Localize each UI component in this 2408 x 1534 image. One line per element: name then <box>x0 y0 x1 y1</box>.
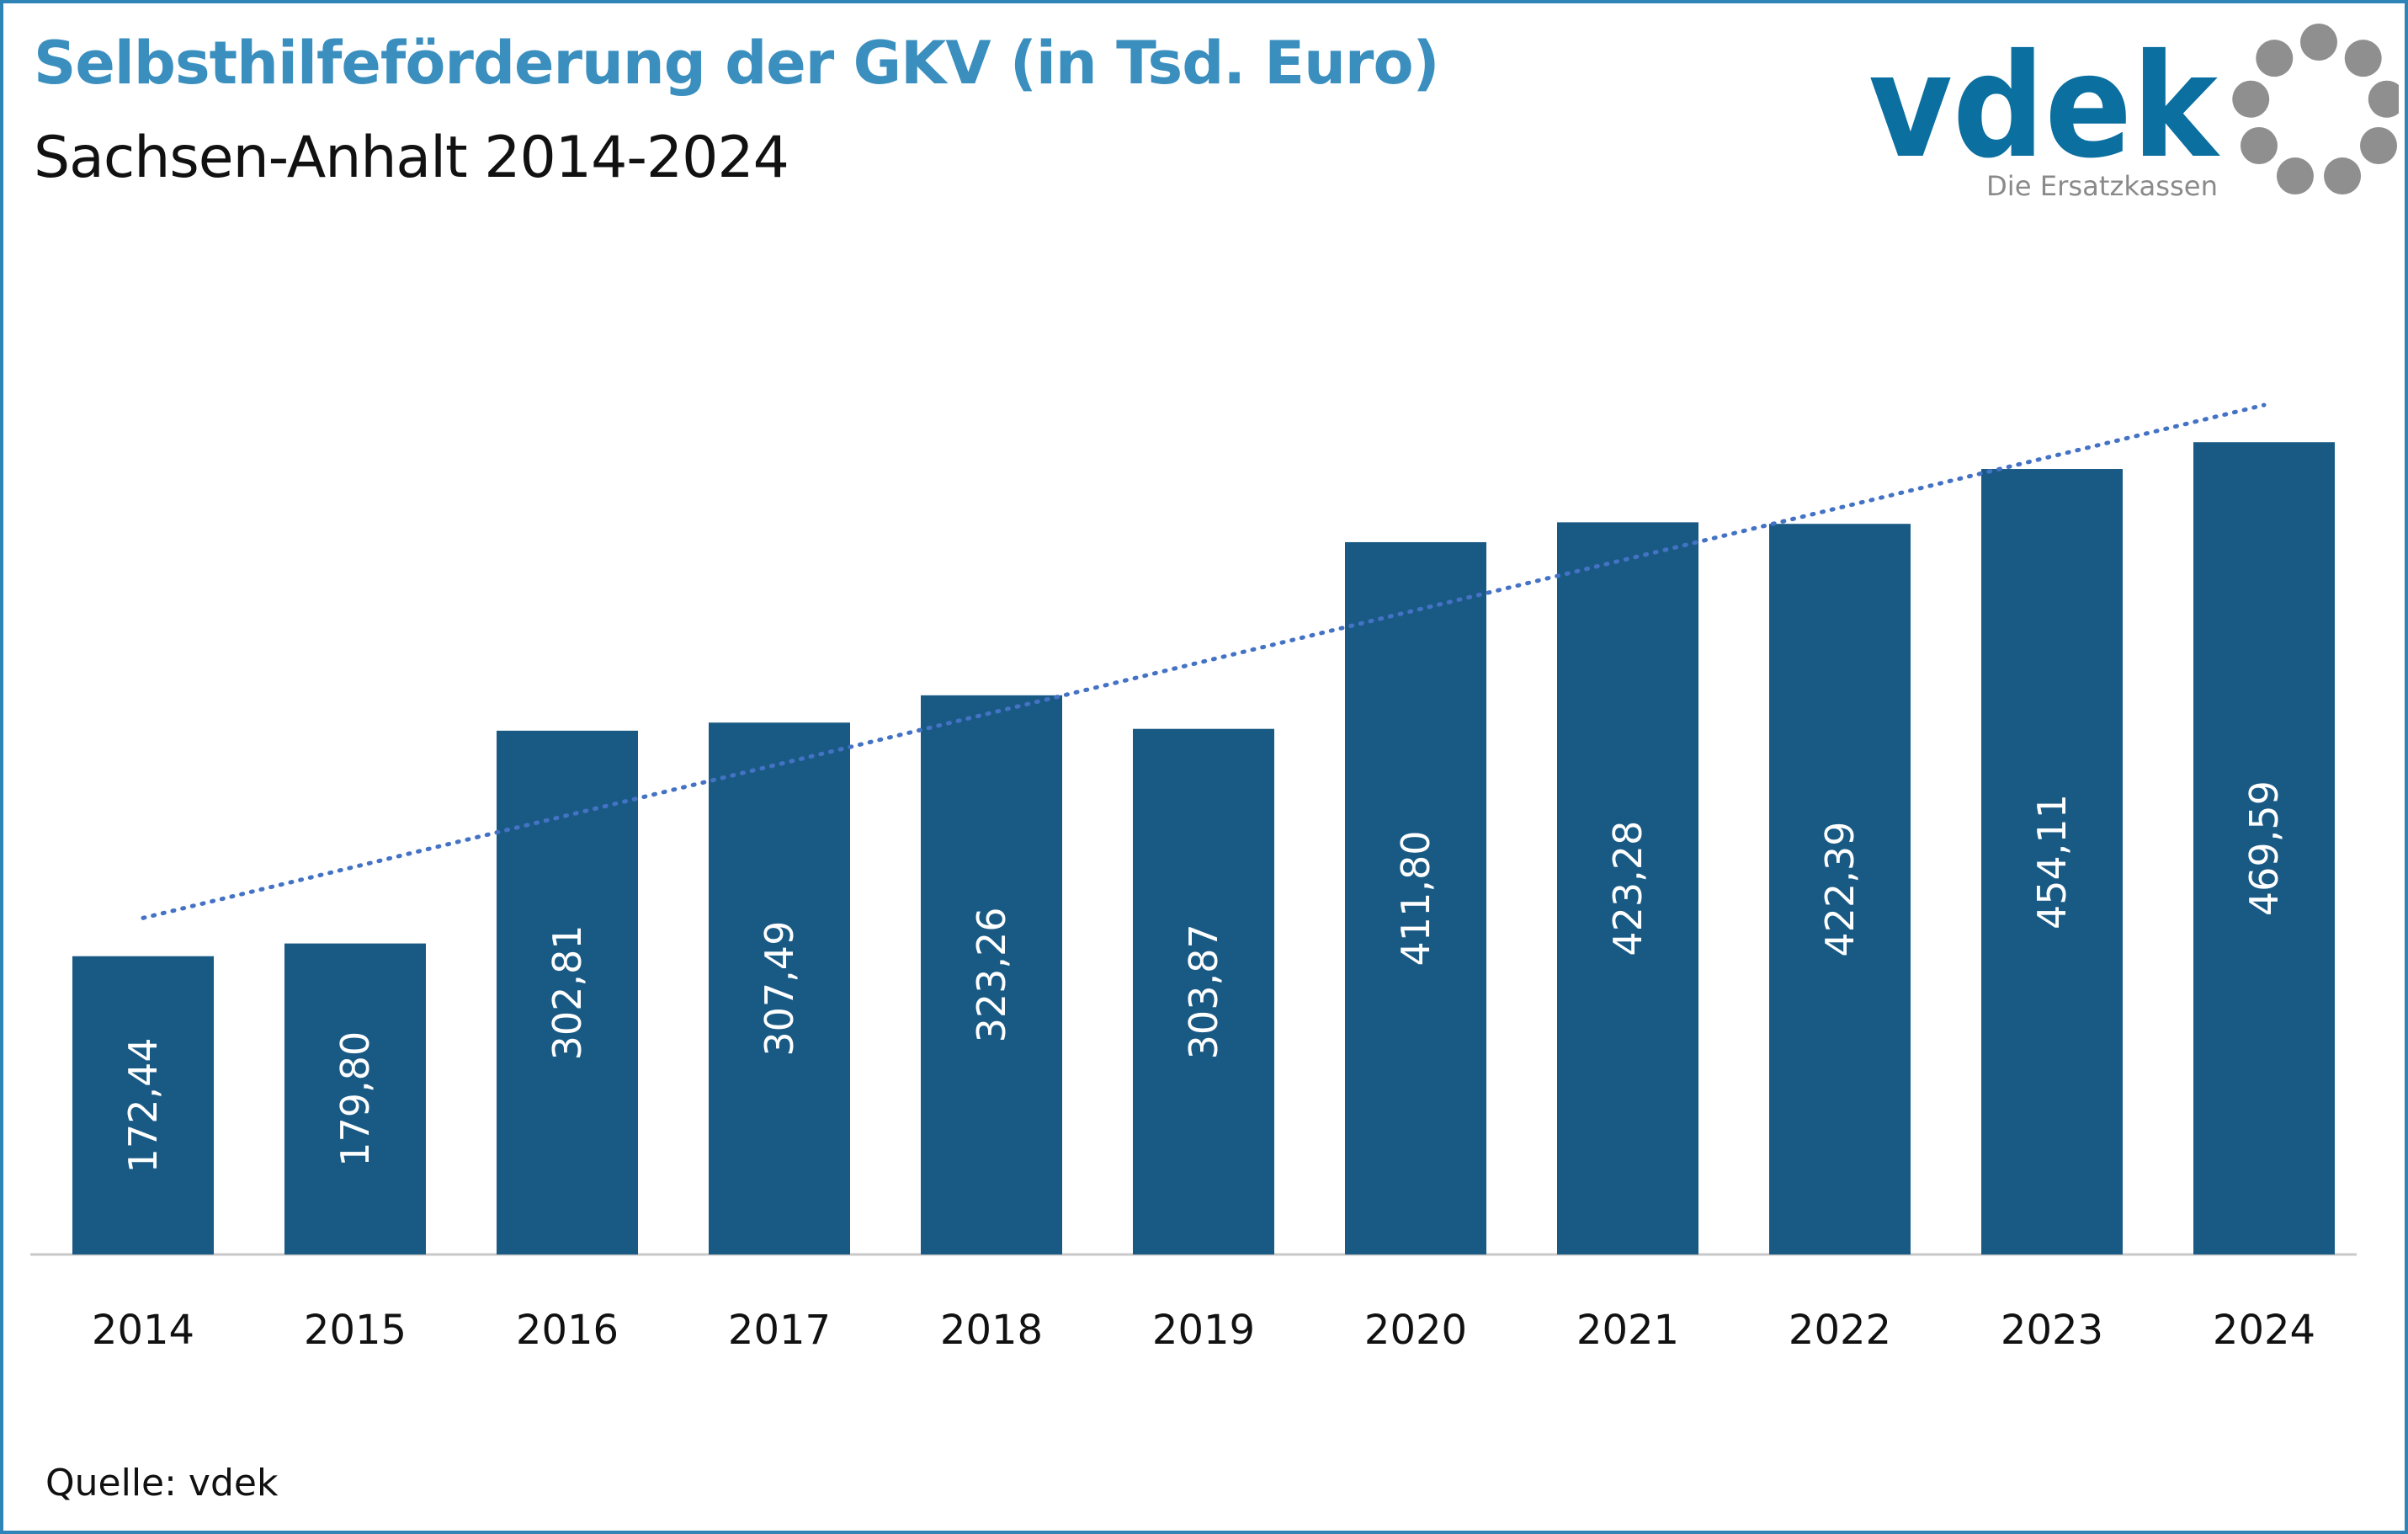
bar-2020 <box>1345 541 1486 1254</box>
logo-dot <box>2232 80 2270 118</box>
data-label-2024: 469,59 <box>2241 780 2287 916</box>
data-label-2018: 323,26 <box>969 907 1014 1042</box>
x-tick-label-2024: 2024 <box>2213 1307 2315 1354</box>
x-tick-label-2022: 2022 <box>1789 1307 1891 1354</box>
bar-2019 <box>1133 728 1274 1254</box>
x-tick-label-2017: 2017 <box>728 1307 831 1354</box>
logo-dot <box>2240 127 2278 164</box>
x-tick-label-2014: 2014 <box>92 1307 194 1354</box>
data-label-2019: 303,87 <box>1181 924 1226 1059</box>
bar-2014 <box>72 956 214 1254</box>
data-label-2014: 172,44 <box>120 1037 166 1173</box>
x-tick-label-2015: 2015 <box>304 1307 407 1354</box>
source-note: Quelle: vdek <box>45 1462 279 1505</box>
data-label-2016: 302,81 <box>545 924 590 1060</box>
vdek-logo: vdek Die Ersatzkassen <box>1868 24 2399 202</box>
x-tick-label-2020: 2020 <box>1364 1307 1467 1354</box>
chart-title: Selbsthilfeförderung der GKV (in Tsd. Eu… <box>34 29 1440 98</box>
logo-wordmark: vdek <box>1868 24 2221 190</box>
bars-group: 172,44 179,80 302,81 307,49 323,26 303,87 411,… <box>72 442 2335 1254</box>
bar-2024 <box>2193 442 2335 1254</box>
bar-2017 <box>709 722 850 1254</box>
x-axis-labels: 2014 2015 2016 2017 2018 2019 2020 2021 2022 2023… <box>92 1307 2315 1354</box>
x-tick-label-2018: 2018 <box>940 1307 1043 1354</box>
data-label-2022: 422,39 <box>1817 822 1863 957</box>
logo-dot <box>2324 157 2362 195</box>
chart-subtitle: Sachsen-Anhalt 2014-2024 <box>34 125 789 191</box>
x-tick-label-2019: 2019 <box>1152 1307 1255 1354</box>
logo-dot <box>2368 80 2399 118</box>
logo-dot <box>2360 127 2398 164</box>
data-label-2017: 307,49 <box>757 921 802 1057</box>
logo-dot <box>2256 40 2294 77</box>
bar-2015 <box>284 943 426 1254</box>
logo-dot <box>2276 157 2314 195</box>
data-label-2015: 179,80 <box>332 1031 378 1167</box>
x-tick-label-2021: 2021 <box>1576 1307 1679 1354</box>
bar-2022 <box>1769 524 1911 1254</box>
bar-2021 <box>1557 522 1698 1254</box>
data-label-2023: 454,11 <box>2029 794 2075 929</box>
data-label-2020: 411,80 <box>1393 830 1438 966</box>
trend-line <box>141 402 2267 920</box>
data-label-2021: 423,28 <box>1605 821 1651 956</box>
bar-2023 <box>1981 469 2123 1254</box>
logo-dot <box>2344 40 2382 77</box>
x-tick-label-2023: 2023 <box>2001 1307 2103 1354</box>
bar-2016 <box>497 730 638 1254</box>
logo-dot <box>2300 24 2337 61</box>
circle-of-dots-icon <box>2232 24 2399 195</box>
x-tick-label-2016: 2016 <box>516 1307 619 1354</box>
logo-tagline: Die Ersatzkassen <box>1986 170 2218 202</box>
bar-2018 <box>921 695 1062 1254</box>
